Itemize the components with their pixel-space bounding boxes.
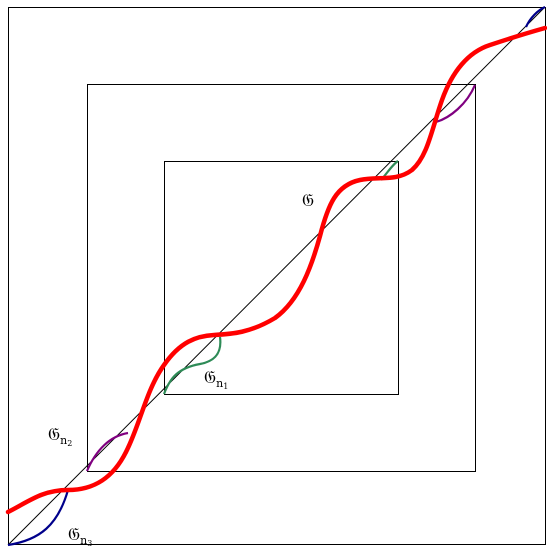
label-g-n1-base: 𝔊 (204, 368, 217, 388)
label-g: 𝔊 (302, 193, 314, 210)
label-g-n3-subsub: 3 (87, 539, 93, 548)
inner-square (164, 161, 399, 395)
label-g-n2-subsub: 2 (67, 439, 73, 448)
outer-square (8, 7, 546, 545)
g-curve (5, 25, 547, 515)
label-g-n3: 𝔊n3 (68, 527, 92, 548)
g-n3-curve-upper (524, 5, 546, 28)
g-n2-curve-upper (435, 84, 477, 124)
label-g-n3-sub: n (80, 534, 88, 547)
label-g-n2-sub: n (60, 434, 68, 447)
label-g-n1-subsub: 1 (223, 382, 229, 391)
g-n2-curve-lower (85, 431, 129, 472)
g-n3-curve-lower (7, 489, 70, 547)
label-g-n2: 𝔊n2 (48, 427, 72, 448)
label-g-n3-base: 𝔊 (68, 525, 81, 545)
label-g-n1-sub: n (216, 377, 224, 390)
middle-square (87, 84, 476, 472)
diagonal-line (7, 6, 546, 546)
label-g-base: 𝔊 (302, 191, 315, 211)
label-g-n1: 𝔊n1 (204, 370, 228, 391)
label-g-n2-base: 𝔊 (48, 425, 61, 445)
g-n1-curve-lower (162, 336, 222, 395)
